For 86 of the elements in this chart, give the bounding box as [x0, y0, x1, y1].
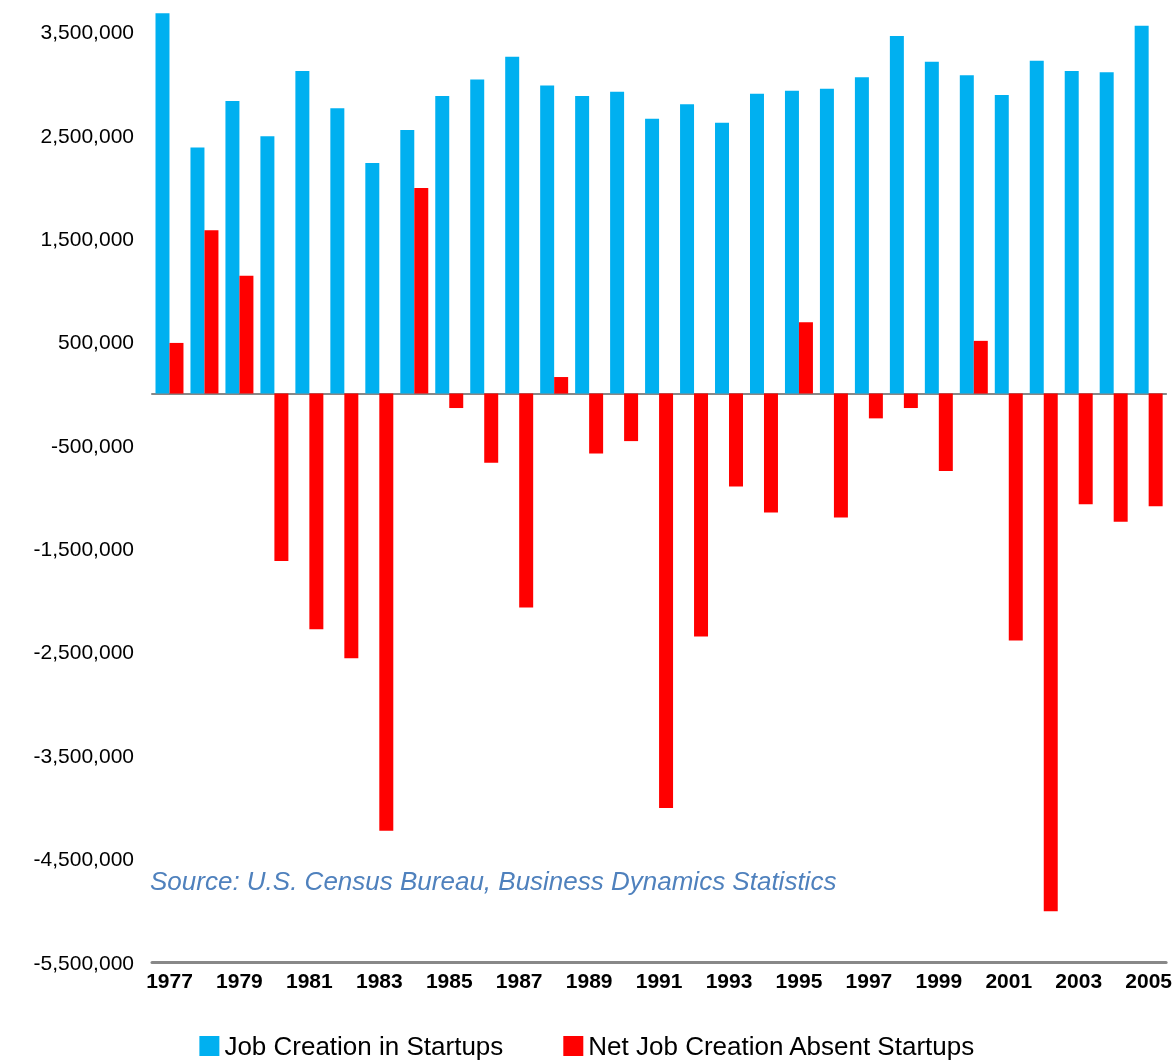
- bar: [505, 56, 520, 394]
- y-tick-label: -1,500,000: [33, 537, 134, 561]
- bar: [1043, 393, 1058, 912]
- bar: [729, 393, 743, 487]
- x-tick-label: 1977: [146, 969, 193, 992]
- x-tick-label: 1985: [425, 969, 473, 992]
- bar: [190, 147, 205, 394]
- bar: [924, 61, 939, 394]
- bar: [344, 393, 359, 659]
- bar: [680, 104, 695, 394]
- y-tick-label: 1,500,000: [40, 227, 134, 251]
- bar: [659, 393, 674, 809]
- bar: [610, 91, 625, 394]
- y-tick-label: -3,500,000: [33, 743, 134, 767]
- bar: [540, 85, 555, 394]
- bar: [484, 393, 499, 463]
- y-tick-label: -2,500,000: [33, 640, 134, 664]
- bar: [330, 108, 345, 394]
- bar: [749, 93, 764, 394]
- bar: [225, 101, 240, 394]
- bar: [239, 275, 254, 394]
- annotation: Source: U.S. Census Bureau, Business Dynamics Statistics: [150, 866, 837, 896]
- bar: [1078, 393, 1093, 505]
- bar: [1008, 393, 1023, 641]
- bar: [784, 90, 799, 394]
- bar: [973, 340, 988, 394]
- bar: [554, 377, 569, 394]
- bar: [694, 393, 709, 637]
- bar: [903, 393, 918, 409]
- y-tick-label: 3,500,000: [40, 20, 134, 44]
- x-tick-label: 1989: [565, 969, 613, 992]
- bar: [1113, 393, 1128, 522]
- bar: [819, 88, 834, 394]
- x-tick-label: 2005: [1125, 969, 1173, 992]
- bar: [1099, 72, 1114, 394]
- bar: [1064, 71, 1079, 394]
- x-tick-label: 1983: [355, 969, 403, 992]
- bar: [1148, 393, 1163, 507]
- bar: [938, 393, 953, 472]
- y-tick-label: -4,500,000: [33, 847, 134, 871]
- bar: [833, 393, 848, 518]
- bar: [575, 95, 590, 394]
- bar: [365, 163, 380, 394]
- bar: [589, 393, 604, 454]
- bar: [295, 71, 310, 394]
- bar: [400, 130, 415, 394]
- x-tick-label: 1991: [635, 969, 683, 992]
- bar: [645, 118, 660, 394]
- bar: [470, 79, 485, 394]
- bar: [379, 393, 394, 831]
- bar: [414, 187, 429, 394]
- y-tick-label: 2,500,000: [40, 123, 134, 147]
- bar: [519, 393, 534, 608]
- x-tick-label: 1993: [705, 969, 753, 992]
- bar: [994, 94, 1009, 394]
- legend-label: Net Job Creation Absent Startups: [588, 1031, 975, 1061]
- x-tick-label: 2003: [1055, 969, 1103, 992]
- bar: [854, 77, 869, 394]
- bar: [798, 322, 813, 394]
- bar: [1134, 25, 1149, 394]
- bar: [959, 75, 974, 394]
- y-tick-label: -5,500,000: [33, 950, 134, 974]
- x-tick-label: 1995: [775, 969, 823, 992]
- x-tick-label: 1997: [845, 969, 893, 992]
- bar: [1029, 60, 1044, 394]
- x-tick-label: 1999: [915, 969, 963, 992]
- bar: [868, 393, 883, 419]
- bar: [624, 393, 639, 442]
- x-tick-label: 1981: [286, 969, 334, 992]
- legend-label: Job Creation in Startups: [224, 1031, 504, 1061]
- bar: [889, 35, 904, 394]
- bar: [763, 393, 778, 513]
- bar: [274, 393, 289, 561]
- x-tick-label: 2001: [985, 969, 1033, 992]
- bar: [169, 342, 184, 394]
- bar: [309, 393, 324, 630]
- bar: [435, 95, 450, 394]
- bar: [204, 230, 219, 394]
- y-tick-label: -500,000: [51, 433, 134, 457]
- x-tick-label: 1987: [495, 969, 543, 992]
- x-tick-label: 1979: [216, 969, 263, 992]
- bar: [715, 122, 730, 394]
- y-tick-label: 500,000: [58, 330, 134, 354]
- bar: [155, 13, 170, 394]
- bar: [449, 393, 464, 409]
- bar: [260, 136, 275, 394]
